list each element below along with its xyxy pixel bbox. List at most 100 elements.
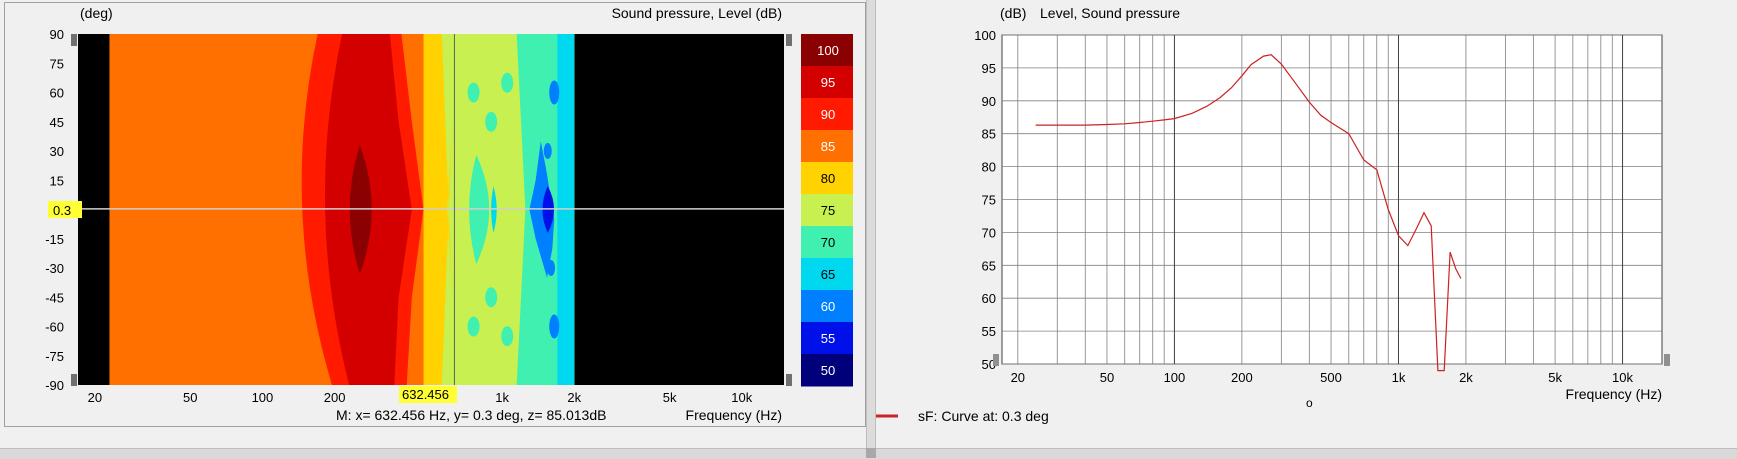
right-grid (1001, 34, 1663, 365)
left-y-tick-label: 30 (50, 144, 64, 159)
right-left-scroll-handle[interactable] (993, 354, 999, 366)
right-y-tick-label: 80 (982, 160, 996, 175)
heatmap-band-70 (501, 326, 514, 347)
right-x-axis-label: Frequency (Hz) (1566, 386, 1662, 402)
colorbar-level-label: 75 (821, 203, 835, 218)
colorbar-swatch (801, 322, 853, 355)
colorbar-level-label: 80 (821, 171, 835, 186)
heatmap-band-60 (543, 143, 552, 159)
heatmap-band-70 (485, 287, 498, 308)
heatmap-band-70 (501, 72, 514, 93)
right-x-tick-label: 20 (1011, 370, 1025, 385)
heatmap-band-60 (547, 260, 556, 276)
right-x-tick-label: 100 (1164, 370, 1186, 385)
left-y-tick-label: 90 (50, 27, 64, 42)
colorbar-swatch (801, 354, 853, 387)
colorbar-level-label: 70 (821, 235, 835, 250)
right-x-tick-label: 10k (1612, 370, 1633, 385)
left-y-tick-label: -90 (45, 378, 64, 393)
left-x-tick-label: 50 (183, 390, 197, 405)
cursor-x-badge (399, 386, 457, 403)
colorbar-swatch (801, 162, 853, 195)
left-y-tick-label: -15 (45, 232, 64, 247)
right-y-tick-label: 55 (982, 324, 996, 339)
colorbar-legend: 100 95 90 85 80 75 70 65 60 55 50 (801, 34, 853, 387)
right-y-tick-label: 75 (982, 193, 996, 208)
right-y-tick-label: 70 (982, 225, 996, 240)
right-x-tick-label: 500 (1320, 370, 1342, 385)
right-x-tick-label: 50 (1100, 370, 1114, 385)
right-right-scroll-handle[interactable] (1664, 354, 1670, 366)
left-bottom-scroll-handle[interactable] (71, 374, 77, 386)
cursor-status-line: M: x= 632.456 Hz, y= 0.3 deg, z= 85.013d… (336, 407, 606, 423)
splitter-grip[interactable] (866, 448, 876, 458)
left-y-unit: (deg) (80, 5, 113, 21)
colorbar-swatch (801, 290, 853, 323)
colorbar-swatch (801, 226, 853, 259)
left-x-tick-label: 2k (567, 390, 581, 405)
legend-label: sF: Curve at: 0.3 deg (918, 408, 1049, 424)
left-y-tick-label: -45 (45, 290, 64, 305)
right-y-tick-label: 90 (982, 94, 996, 109)
colorbar-level-label: 65 (821, 267, 835, 282)
colorbar-swatch (801, 34, 853, 67)
panel-splitter[interactable] (866, 0, 876, 458)
left-x-tick-label: 10k (731, 390, 752, 405)
right-x-tick-label: 5k (1548, 370, 1562, 385)
left-x-tick-labels: 20 50 100 200 1k 2k 5k 10k (88, 390, 753, 405)
colorbar-swatch (801, 98, 853, 131)
colorbar-level-label: 55 (821, 331, 835, 346)
colorbar-swatch (801, 130, 853, 163)
heatmap-band-60 (549, 314, 560, 339)
heatmap-band-70 (485, 111, 498, 132)
colorbar-level-label: 50 (821, 363, 835, 378)
left-y-tick-label: 45 (50, 115, 64, 130)
right-x-tick-labels: 20 50 100 200 500 1k 2k 5k 10k (1011, 370, 1634, 385)
colorbar-level-label: 95 (821, 75, 835, 90)
left-x-tick-label: 1k (495, 390, 509, 405)
colorbar-level-label: 85 (821, 139, 835, 154)
left-y-tick-label: -75 (45, 349, 64, 364)
colorbar-swatch (801, 258, 853, 291)
left-x-axis-label: Frequency (Hz) (686, 407, 782, 423)
right-bottom-scroll-handle[interactable] (786, 374, 792, 386)
marker-glyph: o (1306, 396, 1313, 410)
right-y-tick-label: 85 (982, 127, 996, 142)
right-y-tick-labels: 100 95 90 85 80 75 70 65 60 55 50 (974, 28, 996, 372)
right-y-tick-label: 95 (982, 61, 996, 76)
left-y-tick-label: 75 (50, 56, 64, 71)
right-y-tick-label: 50 (982, 357, 996, 372)
line-plot[interactable]: (dB) Level, Sound pressure 100 95 90 85 80 75… (876, 0, 1737, 440)
heatmap-band-70 (467, 82, 480, 103)
contour-plot[interactable]: (deg) Sound pressure, Level (dB) 90 75 60 4… (0, 0, 866, 440)
cursor-y-badge-text: 0.3 (53, 203, 71, 218)
right-x-tick-label: 2k (1459, 370, 1473, 385)
left-chart-title: Sound pressure, Level (dB) (612, 5, 782, 21)
left-y-tick-labels: 90 75 60 45 30 15 -15 -30 -45 -60 -75 -90 (45, 27, 64, 393)
left-top-scroll-handle[interactable] (71, 34, 77, 46)
right-y-unit: (dB) (1000, 5, 1026, 21)
left-y-tick-label: -60 (45, 320, 64, 335)
left-x-tick-label: 5k (663, 390, 677, 405)
colorbar-level-label: 90 (821, 107, 835, 122)
right-top-scroll-handle[interactable] (786, 34, 792, 46)
heatmap-band-70 (467, 316, 480, 337)
heatmap-band-60 (549, 80, 560, 105)
cursor-x-badge-text: 632.456 (402, 387, 449, 402)
right-x-tick-label: 200 (1231, 370, 1253, 385)
colorbar-level-label: 60 (821, 299, 835, 314)
curve-series-line[interactable] (1035, 54, 1462, 372)
right-y-tick-label: 65 (982, 258, 996, 273)
left-x-tick-label: 100 (252, 390, 274, 405)
cursor-y-badge (48, 201, 82, 218)
left-y-tick-label: 60 (50, 86, 64, 101)
right-y-tick-label: 100 (974, 28, 996, 43)
left-x-tick-label: 200 (324, 390, 346, 405)
right-chart-title: Level, Sound pressure (1040, 5, 1180, 21)
right-x-tick-label: 1k (1392, 370, 1406, 385)
right-y-tick-label: 60 (982, 291, 996, 306)
left-y-tick-label: -30 (45, 261, 64, 276)
colorbar-swatch (801, 194, 853, 227)
colorbar-swatch (801, 66, 853, 99)
